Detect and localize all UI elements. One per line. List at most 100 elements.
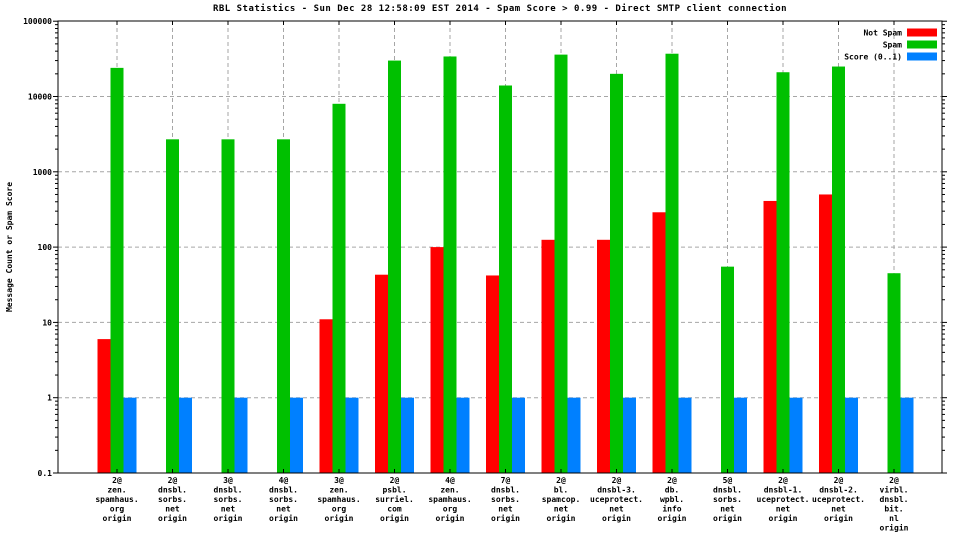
x-category-label: dnsbl-3. (597, 486, 636, 495)
x-category-label: dnsbl. (269, 486, 298, 495)
y-tick-label: 0.1 (38, 469, 53, 478)
bar-spam (832, 66, 845, 473)
bar-not-spam (652, 212, 666, 473)
x-category-label: virbl. (880, 485, 909, 495)
bar-spam (610, 73, 623, 473)
legend-swatch-score (907, 52, 937, 61)
x-category-label: net (720, 505, 735, 514)
x-category-label: zen. (329, 486, 348, 495)
x-category-label: 4@ (279, 476, 289, 485)
bar-score (845, 397, 858, 473)
legend-label: Not Spam (863, 29, 902, 38)
x-category-label: bl. (554, 486, 568, 495)
x-category-label: origin (880, 523, 909, 533)
y-tick-label: 1000 (33, 168, 52, 177)
x-category-label: spamhaus. (428, 495, 471, 504)
bar-score (900, 397, 914, 473)
x-category-label: net (609, 505, 624, 514)
x-category-label: info (662, 504, 681, 514)
x-category-label: dnsbl. (713, 486, 742, 495)
bar-score (123, 397, 137, 473)
bar-not-spam (97, 339, 111, 473)
bar-score (623, 397, 636, 473)
x-category-label: sorbs. (269, 495, 298, 504)
y-tick-label: 10 (42, 318, 52, 327)
x-category-label: origin (325, 513, 354, 523)
x-category-label: 2@ (112, 476, 122, 485)
x-category-label: spamhaus. (317, 495, 360, 504)
bar-spam (221, 139, 235, 474)
x-category-label: net (276, 505, 291, 514)
legend-label: Spam (883, 41, 902, 50)
bar-spam (776, 72, 790, 474)
x-category-label: wpbl. (660, 495, 684, 504)
x-category-label: net (165, 505, 180, 514)
x-category-label: 2@ (834, 476, 844, 485)
x-category-label: net (831, 505, 846, 514)
x-category-label: origin (158, 513, 187, 523)
bar-score (345, 397, 359, 473)
bar-not-spam (763, 200, 777, 473)
x-category-label: dnsbl. (880, 495, 909, 504)
x-category-label: com (387, 505, 402, 514)
x-category-label: 2@ (556, 476, 566, 485)
x-category-label: origin (547, 513, 576, 523)
x-category-label: sorbs. (214, 495, 243, 504)
x-category-label: net (221, 505, 236, 514)
x-category-label: dnsbl. (214, 486, 243, 495)
x-category-label: dnsbl-2. (819, 486, 858, 495)
legend-swatch-not_spam (907, 28, 937, 37)
bar-spam (443, 56, 457, 473)
x-category-label: sorbs. (158, 495, 187, 504)
y-tick-label: 100 (38, 243, 53, 252)
legend-label: Score (0..1) (844, 53, 902, 62)
x-category-label: org (332, 505, 347, 514)
legend-swatch-spam (907, 40, 937, 49)
bar-spam (499, 85, 512, 474)
bar-score (179, 397, 192, 473)
x-category-label: zen. (107, 486, 126, 495)
x-category-label: 3@ (334, 476, 344, 485)
bar-score (234, 397, 248, 473)
bar-spam (887, 273, 901, 473)
bar-spam (166, 139, 179, 474)
bar-score (512, 397, 525, 473)
x-category-label: 7@ (501, 476, 511, 485)
x-category-label: 2@ (168, 476, 178, 485)
x-category-label: spamcop. (542, 495, 581, 504)
chart-title: RBL Statistics - Sun Dec 28 12:58:09 EST… (212, 4, 788, 14)
bar-spam (110, 67, 124, 474)
bar-score (456, 397, 470, 473)
x-category-label: zen. (440, 486, 459, 495)
x-category-label: psbl. (382, 486, 406, 495)
x-category-label: uceprotect. (757, 495, 810, 504)
x-category-label: bit. (884, 504, 903, 514)
y-tick-label: 100000 (23, 17, 52, 26)
x-category-label: 5@ (723, 476, 733, 485)
x-category-label: 2@ (612, 476, 622, 485)
x-category-label: 2@ (390, 476, 400, 485)
x-category-label: org (110, 505, 125, 514)
x-category-label: 3@ (223, 476, 233, 485)
x-category-label: 2@ (778, 476, 788, 485)
bar-score (789, 397, 803, 473)
x-category-label: origin (436, 513, 465, 523)
x-category-label: surriel. (375, 494, 414, 504)
x-category-label: sorbs. (713, 495, 742, 504)
x-category-label: 2@ (889, 476, 899, 485)
x-category-label: uceprotect. (590, 495, 643, 504)
bar-spam (388, 60, 401, 474)
x-category-label: dnsbl-1. (764, 486, 803, 495)
x-category-label: origin (602, 513, 631, 523)
x-category-label: net (776, 505, 791, 514)
x-category-label: uceprotect. (812, 495, 865, 504)
x-category-label: dnsbl. (491, 486, 520, 495)
bar-not-spam (597, 239, 610, 473)
x-category-label: sorbs. (491, 495, 520, 504)
bar-score (567, 397, 581, 473)
x-category-label: nl (889, 514, 899, 523)
x-category-label: origin (380, 513, 409, 523)
bar-spam (332, 103, 346, 473)
x-category-label: 4@ (445, 476, 455, 485)
